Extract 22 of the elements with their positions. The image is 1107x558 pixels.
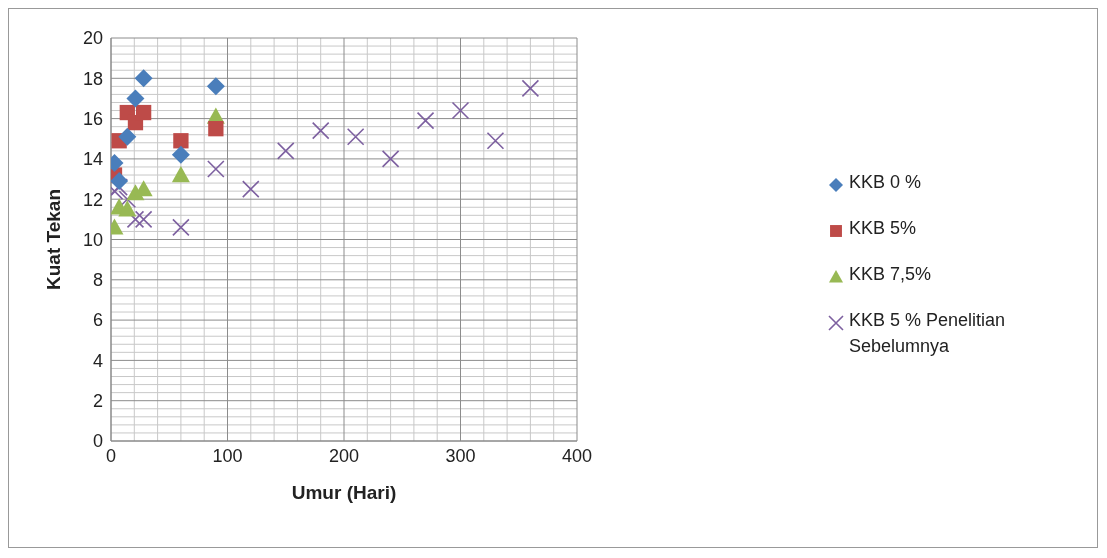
y-tick-label: 14 xyxy=(82,149,103,170)
x-tick-label: 200 xyxy=(328,445,360,466)
y-tick-label: 0 xyxy=(92,431,103,452)
y-tick-label: 2 xyxy=(92,391,103,412)
y-tick-label: 20 xyxy=(82,28,103,49)
y-tick-label: 4 xyxy=(92,350,103,371)
y-tick-label: 16 xyxy=(82,108,103,129)
x-axis-title: Umur (Hari) xyxy=(291,482,397,503)
y-tick-label: 10 xyxy=(82,229,103,250)
x-tick-label: 300 xyxy=(445,445,476,466)
y-tick-label: 6 xyxy=(92,310,103,331)
x-tick-label: 100 xyxy=(212,445,243,466)
legend-label: KKB 0 % xyxy=(849,171,922,194)
legend-label: KKB 5% xyxy=(849,217,917,240)
legend-label: KKB 7,5% xyxy=(849,263,932,286)
y-tick-label: 8 xyxy=(92,270,103,291)
x-tick-label: 0 xyxy=(105,445,117,466)
y-tick-label: 18 xyxy=(82,68,103,89)
y-axis-title: Kuat Tekan xyxy=(42,188,64,291)
legend-label: KKB 5 % Penelitian Sebelumnya xyxy=(849,309,1007,358)
y-tick-label: 12 xyxy=(82,189,103,210)
x-tick-label: 400 xyxy=(561,445,593,466)
